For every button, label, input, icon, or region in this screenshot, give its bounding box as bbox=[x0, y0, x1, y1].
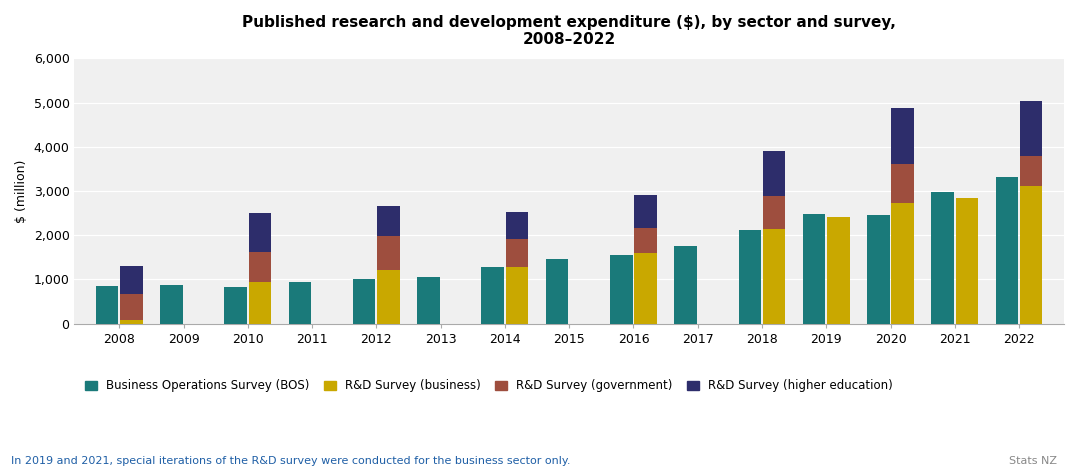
Bar bbox=[956, 197, 979, 324]
Bar bbox=[249, 213, 272, 252]
Bar bbox=[249, 252, 272, 282]
Bar bbox=[353, 279, 375, 324]
Bar bbox=[996, 177, 1019, 324]
Bar bbox=[249, 282, 272, 324]
Bar bbox=[418, 277, 440, 324]
Bar bbox=[868, 215, 889, 324]
Bar bbox=[506, 212, 529, 239]
Text: In 2019 and 2021, special iterations of the R&D survey were conducted for the bu: In 2019 and 2021, special iterations of … bbox=[11, 456, 571, 466]
Bar bbox=[546, 259, 569, 324]
Bar bbox=[289, 282, 311, 324]
Bar bbox=[674, 246, 697, 324]
Bar bbox=[634, 253, 657, 324]
Bar bbox=[506, 239, 529, 267]
Bar bbox=[891, 108, 914, 164]
Bar bbox=[121, 294, 142, 320]
Bar bbox=[763, 151, 786, 196]
Bar bbox=[763, 229, 786, 324]
Bar bbox=[378, 206, 400, 236]
Bar bbox=[634, 195, 657, 228]
Bar bbox=[160, 284, 182, 324]
Bar bbox=[1020, 101, 1042, 156]
Y-axis label: $ (million): $ (million) bbox=[15, 159, 28, 223]
Bar bbox=[738, 230, 761, 324]
Bar bbox=[506, 267, 529, 324]
Bar bbox=[121, 320, 142, 324]
Bar bbox=[1020, 156, 1042, 186]
Bar bbox=[378, 236, 400, 270]
Bar bbox=[891, 203, 914, 324]
Title: Published research and development expenditure ($), by sector and survey,
2008–2: Published research and development expen… bbox=[243, 15, 897, 48]
Bar bbox=[803, 213, 825, 324]
Text: Stats NZ: Stats NZ bbox=[1010, 456, 1057, 466]
Bar bbox=[1020, 186, 1042, 324]
Legend: Business Operations Survey (BOS), R&D Survey (business), R&D Survey (government): Business Operations Survey (BOS), R&D Su… bbox=[80, 374, 898, 397]
Bar bbox=[96, 286, 119, 324]
Bar bbox=[828, 217, 849, 324]
Bar bbox=[378, 270, 400, 324]
Bar bbox=[224, 287, 247, 324]
Bar bbox=[634, 228, 657, 253]
Bar bbox=[610, 255, 632, 324]
Bar bbox=[931, 192, 954, 324]
Bar bbox=[121, 266, 142, 294]
Bar bbox=[891, 164, 914, 203]
Bar bbox=[481, 268, 504, 324]
Bar bbox=[763, 196, 786, 229]
